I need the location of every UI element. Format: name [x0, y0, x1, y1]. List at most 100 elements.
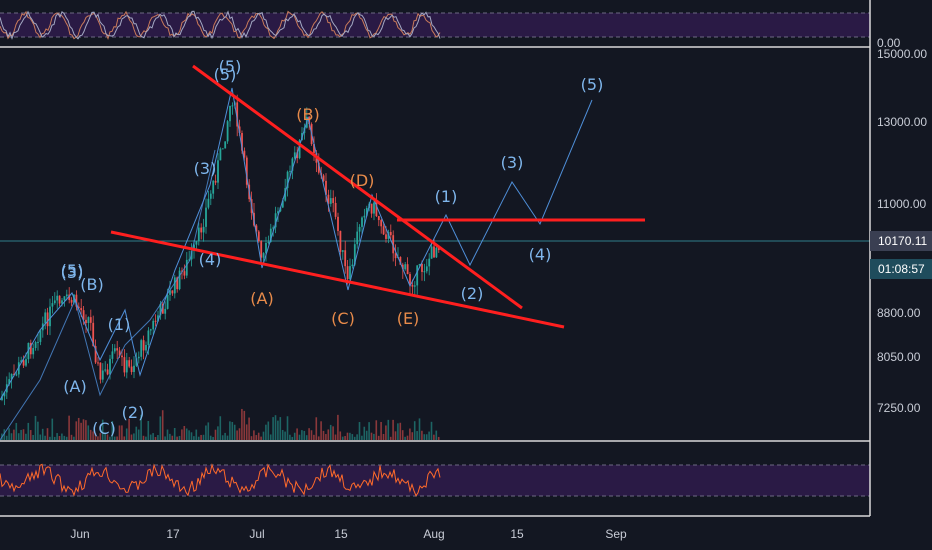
price-panel[interactable]: (5) (5) (3) (5) (B) (A) (C) (1) (2) (3) …: [0, 57, 870, 441]
candle-body: [37, 341, 39, 343]
volume-bar: [245, 424, 248, 440]
candle-body: [20, 360, 23, 363]
volume-bar: [214, 429, 217, 440]
volume-bar: [361, 435, 363, 440]
candle-body: [339, 230, 342, 252]
volume-bar: [349, 432, 351, 440]
wave-label: (2): [461, 284, 484, 303]
candle-body: [193, 244, 195, 251]
candle-body: [346, 266, 349, 280]
candle-body: [104, 369, 107, 371]
candle-body: [428, 258, 431, 267]
candle-body: [231, 105, 234, 107]
volume-bar: [389, 436, 392, 440]
volume-bar: [207, 422, 210, 440]
candle-body: [423, 271, 426, 273]
candle-body: [197, 227, 200, 241]
volume-bar: [51, 418, 54, 440]
candle-body: [173, 277, 176, 294]
volume-bar: [152, 433, 154, 440]
volume-bar: [197, 436, 200, 440]
volume-bar: [166, 429, 169, 440]
candle-body: [195, 240, 198, 245]
candle-body: [351, 264, 354, 267]
candle-body: [325, 180, 327, 195]
wave-label: (D): [350, 171, 375, 190]
volume-bar: [339, 431, 342, 440]
candle-body: [61, 300, 63, 304]
candle-body: [128, 360, 131, 367]
early-wave-line: [0, 149, 216, 441]
candle-body: [327, 194, 330, 204]
candle-body: [10, 373, 13, 380]
volume-bar: [73, 436, 75, 440]
time-tick: 17: [166, 527, 180, 541]
time-axis[interactable]: Jun 17 Jul 15 Aug 15 Sep: [70, 527, 627, 541]
volume-bar: [358, 422, 361, 440]
volume-bar: [140, 414, 142, 440]
volume-bar: [279, 417, 282, 440]
candle-body: [188, 259, 191, 261]
candle-body: [159, 303, 162, 316]
volume-bar: [387, 419, 390, 440]
candle-body: [80, 308, 83, 311]
wave-label: (1): [108, 315, 131, 334]
candle-body: [161, 303, 164, 314]
volume-bar: [63, 435, 66, 440]
volume-bar: [351, 434, 354, 440]
wave-label: (B): [296, 105, 319, 124]
wave-label: (C): [92, 419, 116, 438]
volume-bar: [87, 425, 90, 440]
wave-label: (3): [501, 153, 524, 172]
candle-body: [260, 241, 263, 258]
candle-body: [406, 264, 409, 275]
candle-body: [217, 160, 219, 183]
volume-bar: [243, 410, 246, 440]
volume-bar: [123, 436, 126, 440]
lower-trend-line[interactable]: [110, 230, 565, 329]
volume-bar: [217, 426, 219, 440]
upper-trend-line[interactable]: [192, 64, 523, 310]
candle-body: [413, 285, 416, 287]
volume-bar: [296, 428, 298, 440]
candlesticks: [1, 94, 440, 406]
candle-body: [181, 270, 183, 272]
candle-body: [154, 320, 157, 322]
candle-body: [272, 227, 275, 229]
candle-body: [113, 348, 116, 352]
volume-bar: [37, 421, 39, 440]
candle-body: [317, 162, 320, 173]
volume-bar: [193, 436, 195, 440]
volume-bar: [418, 418, 421, 440]
volume-bar: [373, 433, 375, 440]
volume-bar: [262, 431, 265, 440]
stochastic-panel[interactable]: [0, 10, 870, 40]
candle-body: [58, 295, 61, 304]
volume-bar: [233, 424, 236, 440]
volume-bar: [212, 436, 214, 440]
candle-body: [224, 141, 227, 149]
candle-body: [238, 126, 241, 134]
volume-bar: [27, 422, 30, 440]
wave-label: (1): [435, 187, 458, 206]
volume-bar: [277, 420, 279, 440]
price-axis[interactable]: 0.00 15000.00 13000.00 11000.00 8800.00 …: [877, 36, 927, 415]
volume-bar: [145, 436, 147, 440]
rsi-series: [0, 463, 441, 497]
volume-bar: [46, 428, 49, 440]
volume-bar: [99, 433, 102, 440]
candle-body: [380, 220, 383, 227]
candle-body: [87, 317, 90, 324]
volume-bar: [154, 436, 157, 440]
volume-bar: [205, 425, 207, 440]
rsi-panel[interactable]: [0, 463, 870, 497]
volume-bar: [253, 430, 255, 440]
volume-bar: [267, 421, 270, 440]
candle-body: [44, 312, 47, 324]
volume-bar: [401, 430, 404, 440]
candle-body: [51, 303, 54, 307]
volume-bar: [413, 421, 416, 440]
wave-label: (5): [581, 75, 604, 94]
volume-bar: [397, 423, 399, 440]
